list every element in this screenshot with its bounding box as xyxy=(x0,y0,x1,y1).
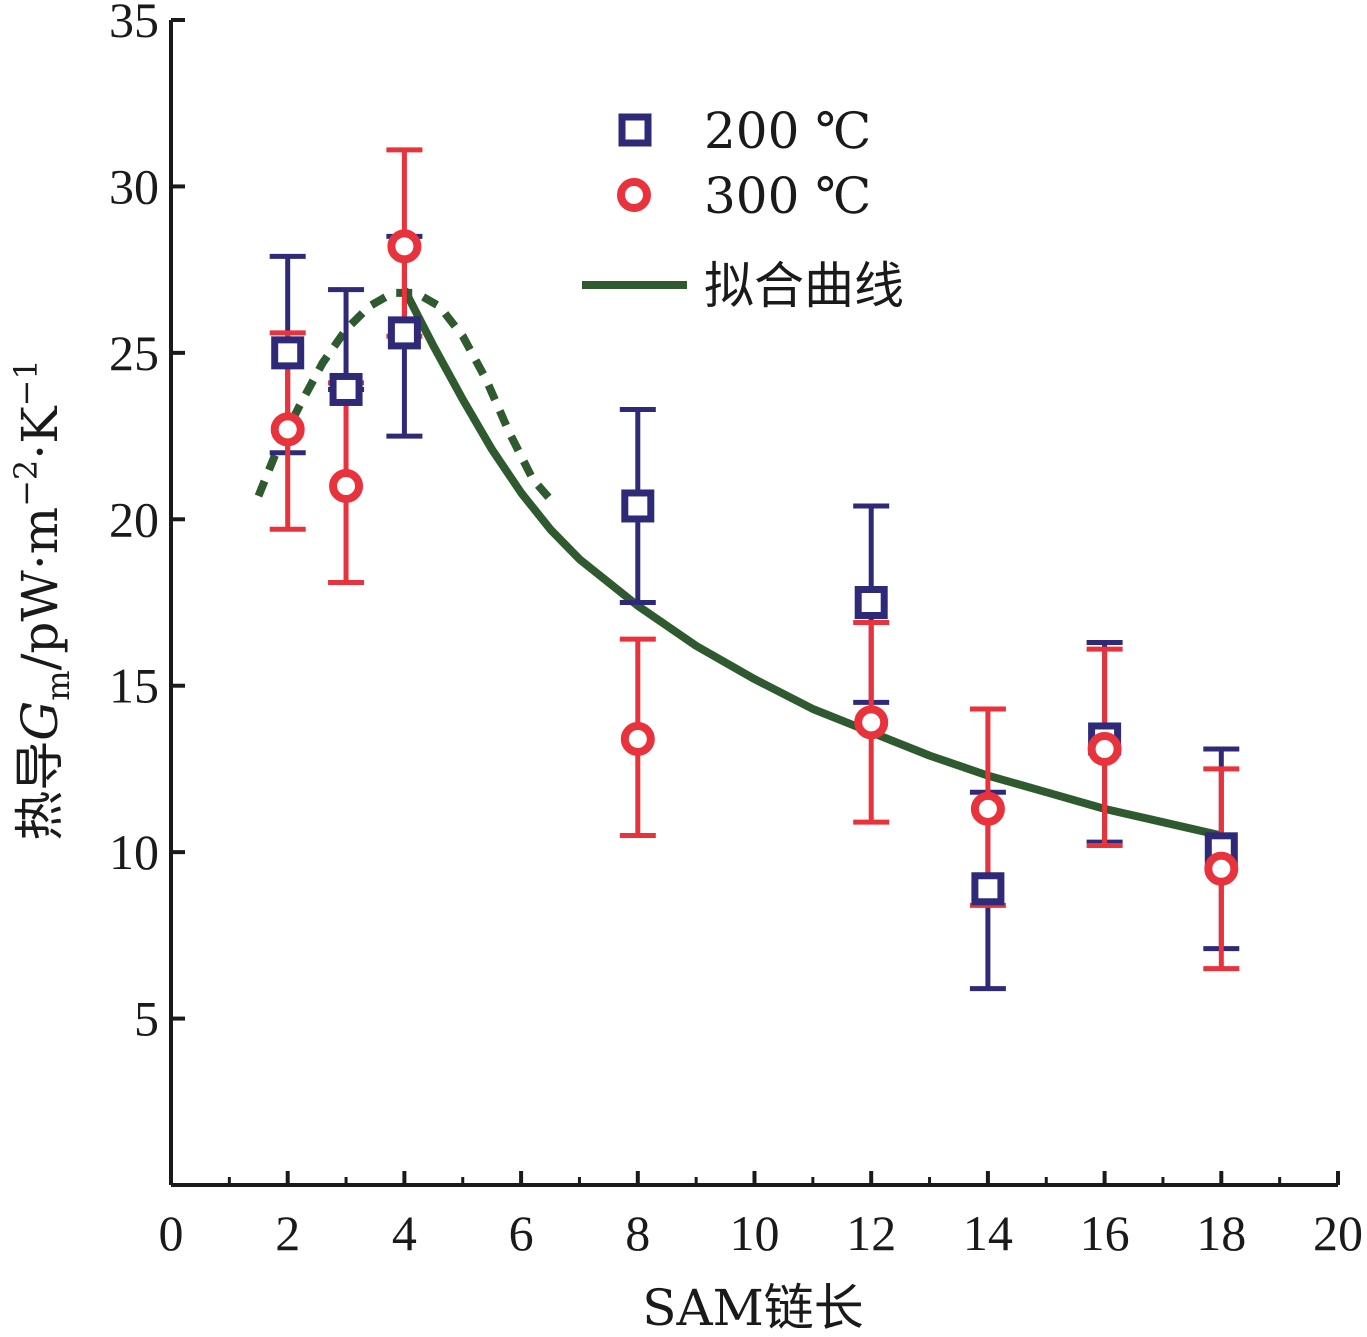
y-axis-title-prefix: 热导 xyxy=(11,741,69,841)
x-axis-title: SAM链长 xyxy=(642,1279,864,1337)
y-axis-title: 热导Gm/pW·m−2·K−1 xyxy=(7,359,77,840)
square-marker xyxy=(621,489,655,523)
y-tick-label: 20 xyxy=(109,491,159,547)
circle-marker xyxy=(1087,731,1122,766)
circle-marker xyxy=(620,721,655,756)
circle-marker xyxy=(329,469,364,503)
square-marker xyxy=(271,336,305,370)
circle-marker xyxy=(970,791,1005,826)
circle-marker xyxy=(270,412,305,447)
square-marker xyxy=(971,872,1005,906)
x-tick-label: 6 xyxy=(509,1205,534,1261)
square-marker xyxy=(387,316,421,350)
legend-label-300: 300 ℃ xyxy=(704,167,871,225)
y-tick-label: 10 xyxy=(109,824,159,880)
legend-marker-200 xyxy=(618,113,652,147)
y-axis-title-unit: /pW·m xyxy=(11,507,69,671)
y-axis-title-subscript: m xyxy=(39,670,77,700)
y-axis-title-mid: ·K xyxy=(11,405,69,460)
x-tick-label: 10 xyxy=(730,1205,780,1261)
x-tick-label: 8 xyxy=(625,1205,650,1261)
square-marker xyxy=(329,372,363,406)
circle-marker xyxy=(1204,851,1239,886)
x-tick-label: 14 xyxy=(963,1205,1013,1261)
y-tick-label: 5 xyxy=(134,991,159,1047)
legend: 200 ℃ 300 ℃ 拟合曲线 xyxy=(582,102,904,315)
axes: 0 2 4 6 8 10 12 14 16 18 20 5 10 15 20 25 30 35 xyxy=(109,0,1363,1261)
y-axis-title-sup2: −1 xyxy=(7,359,45,406)
x-tick-label: 2 xyxy=(275,1205,300,1261)
legend-marker-300 xyxy=(617,178,651,212)
fit-curve-solid xyxy=(400,287,1223,840)
x-tick-label: 16 xyxy=(1080,1205,1130,1261)
circle-marker xyxy=(387,229,422,264)
x-tick-label: 4 xyxy=(392,1205,417,1261)
square-marker xyxy=(854,586,888,619)
data-markers xyxy=(270,229,1239,906)
x-tick-label: 0 xyxy=(159,1205,184,1261)
y-tick-label: 15 xyxy=(109,658,159,714)
y-axis-title-sup1: −2 xyxy=(7,460,45,507)
circle-marker xyxy=(854,705,889,740)
legend-label-200: 200 ℃ xyxy=(704,102,871,160)
x-tick-label: 12 xyxy=(846,1205,896,1261)
y-tick-label: 35 xyxy=(109,0,159,48)
y-axis-title-symbol: G xyxy=(11,701,69,741)
y-tick-label: 25 xyxy=(109,325,159,381)
x-tick-label: 20 xyxy=(1313,1205,1363,1261)
y-tick-label: 30 xyxy=(109,158,159,214)
x-tick-label: 18 xyxy=(1196,1205,1246,1261)
legend-label-fit: 拟合曲线 xyxy=(704,257,904,315)
